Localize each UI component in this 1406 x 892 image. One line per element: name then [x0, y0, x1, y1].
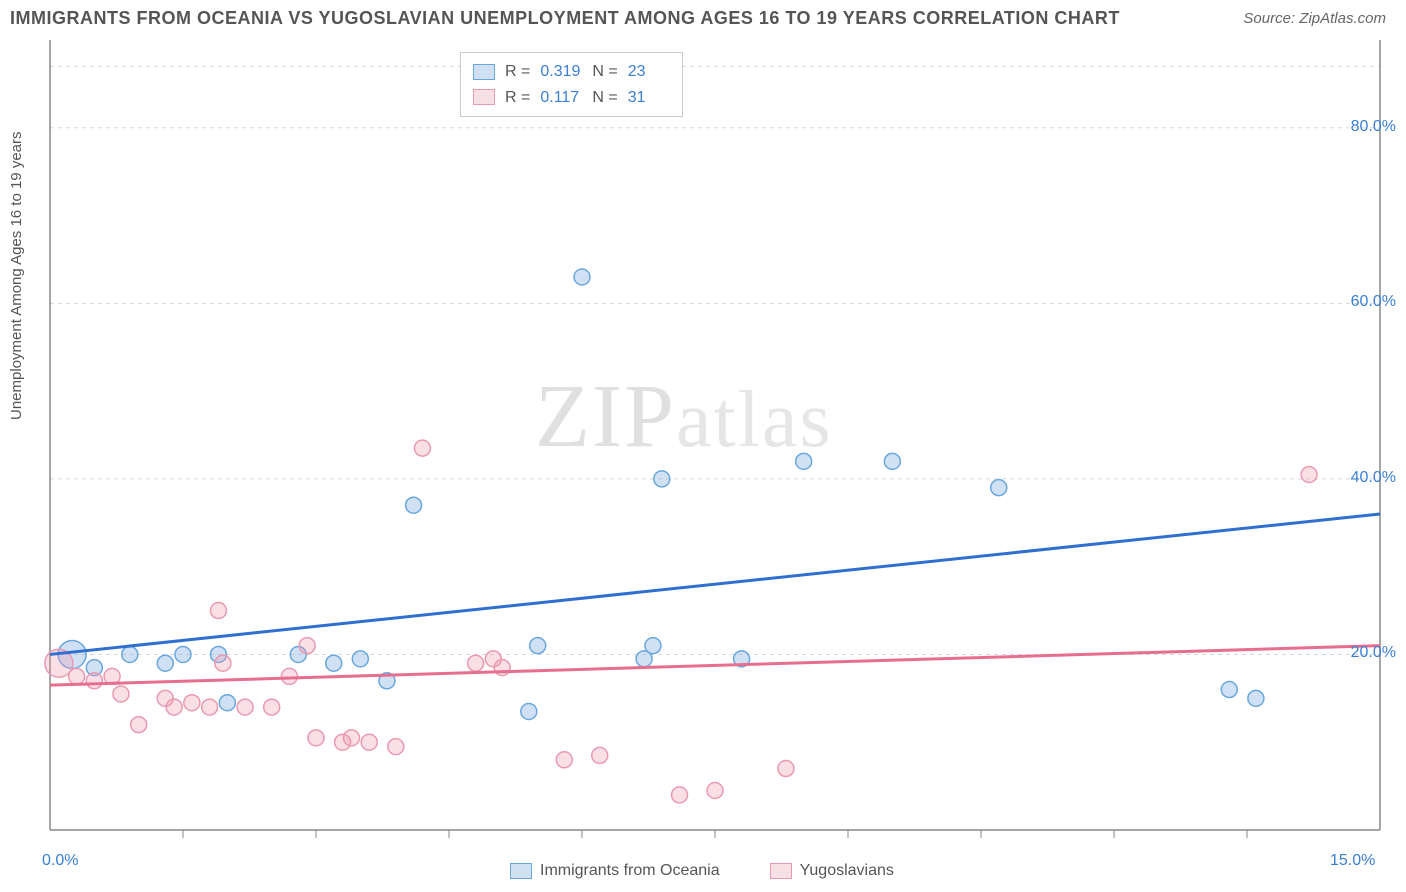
legend-row-yugo: R = 0.117 N = 31	[473, 85, 670, 111]
x-tick-label: 0.0%	[42, 852, 78, 870]
y-tick-label: 80.0%	[1351, 118, 1396, 136]
series-legend-item-yugo: Yugoslavians	[770, 862, 894, 880]
legend-r-label: R =	[505, 85, 530, 111]
legend-swatch-yugo	[473, 89, 495, 105]
legend-n-label: N =	[592, 85, 617, 111]
legend-swatch-oceania	[473, 64, 495, 80]
y-tick-label: 60.0%	[1351, 293, 1396, 311]
legend-r-label: R =	[505, 59, 530, 85]
legend-n-label: N =	[592, 59, 617, 85]
series-legend-item-oceania: Immigrants from Oceania	[510, 862, 720, 880]
legend-r-value: 0.319	[540, 59, 582, 85]
scatter-chart	[0, 0, 1406, 892]
legend-r-value: 0.117	[540, 85, 582, 111]
legend-row-oceania: R = 0.319 N = 23	[473, 59, 670, 85]
series-legend: Immigrants from Oceania Yugoslavians	[510, 862, 894, 880]
legend-swatch-oceania	[510, 863, 532, 879]
legend-swatch-yugo	[770, 863, 792, 879]
series-legend-label: Yugoslavians	[800, 862, 894, 880]
x-tick-label: 15.0%	[1330, 852, 1375, 870]
correlation-legend: R = 0.319 N = 23 R = 0.117 N = 31	[460, 52, 683, 117]
y-tick-label: 40.0%	[1351, 469, 1396, 487]
series-legend-label: Immigrants from Oceania	[540, 862, 720, 880]
y-tick-label: 20.0%	[1351, 644, 1396, 662]
legend-n-value: 23	[628, 59, 670, 85]
legend-n-value: 31	[628, 85, 670, 111]
